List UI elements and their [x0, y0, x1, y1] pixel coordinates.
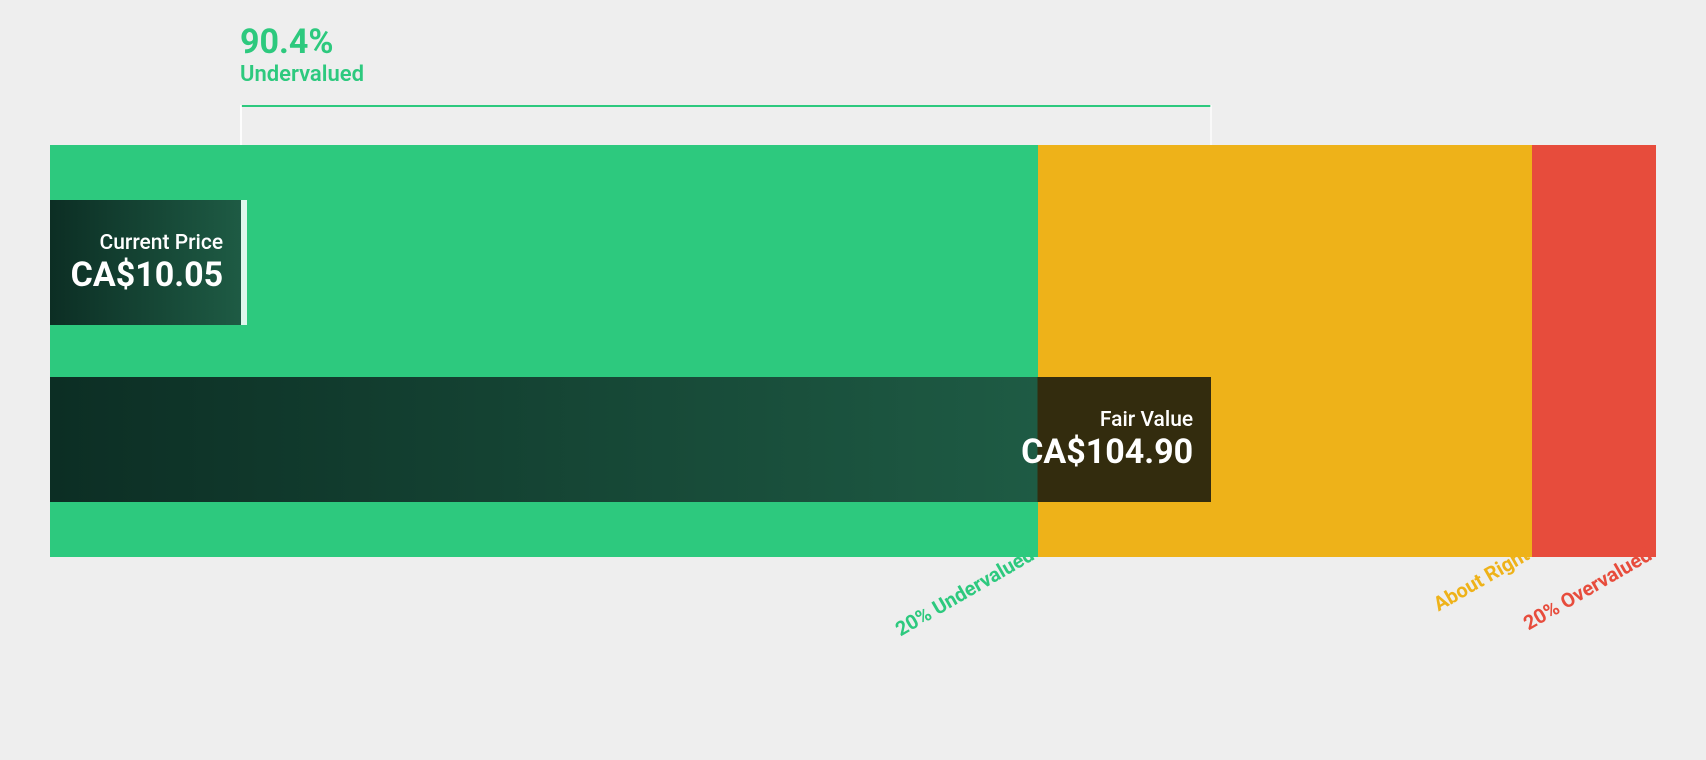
valuation-subtext: Undervalued: [240, 62, 364, 87]
gap-indicator-line: [241, 105, 1211, 107]
fair-value-bar: Fair ValueCA$104.90: [50, 377, 1211, 502]
valuation-header: 90.4%Undervalued: [240, 22, 364, 87]
current-price-bar: Current PriceCA$10.05: [50, 200, 241, 325]
gap-indicator-drop-left: [240, 105, 242, 145]
axis-label: 20% Undervalued: [891, 542, 1038, 641]
current-price-label: Current Price: [50, 231, 223, 255]
current-price-right-highlight: [241, 200, 247, 325]
gap-indicator-drop-right: [1210, 105, 1212, 145]
overvalued-zone: [1532, 145, 1656, 557]
fair-value-label: Fair Value: [50, 408, 1193, 432]
current-price-value: CA$10.05: [50, 255, 223, 295]
fair-value-value: CA$104.90: [50, 432, 1193, 472]
valuation-chart: Current PriceCA$10.05 Fair ValueCA$104.90…: [0, 0, 1706, 760]
valuation-percent: 90.4%: [240, 22, 364, 62]
